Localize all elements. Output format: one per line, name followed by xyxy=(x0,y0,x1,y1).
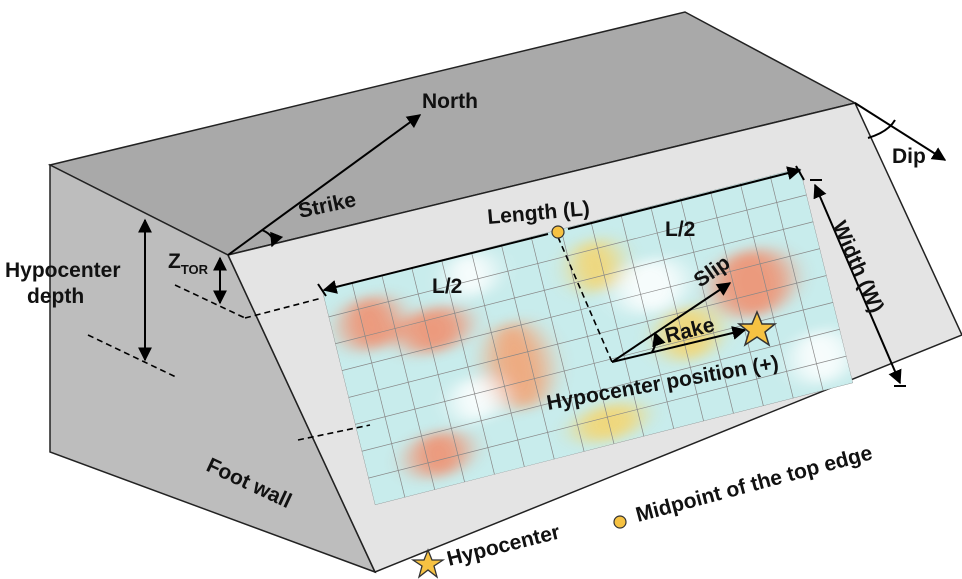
half-length-label: L/2 xyxy=(432,275,462,298)
legend-label: Midpoint of the top edge xyxy=(633,442,874,527)
north-label: North xyxy=(422,90,478,113)
legend-circle xyxy=(614,516,626,528)
diagram: North Strike Dip Length (L) L/2 L/2 Widt… xyxy=(0,0,962,579)
dip-label: Dip xyxy=(892,145,926,168)
half-length-label: L/2 xyxy=(665,218,695,241)
midpoint-marker xyxy=(552,226,564,238)
dip-arc xyxy=(868,120,895,138)
depth-label: depth xyxy=(27,285,84,308)
depth-label: Hypocenter xyxy=(5,259,121,282)
